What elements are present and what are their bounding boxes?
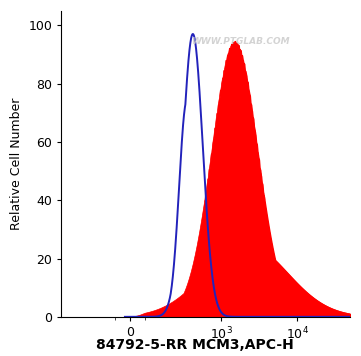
Text: 84792-5-RR MCM3,APC-H: 84792-5-RR MCM3,APC-H [96,339,294,352]
Text: WWW.PTGLAB.COM: WWW.PTGLAB.COM [191,37,290,46]
Y-axis label: Relative Cell Number: Relative Cell Number [10,98,23,230]
